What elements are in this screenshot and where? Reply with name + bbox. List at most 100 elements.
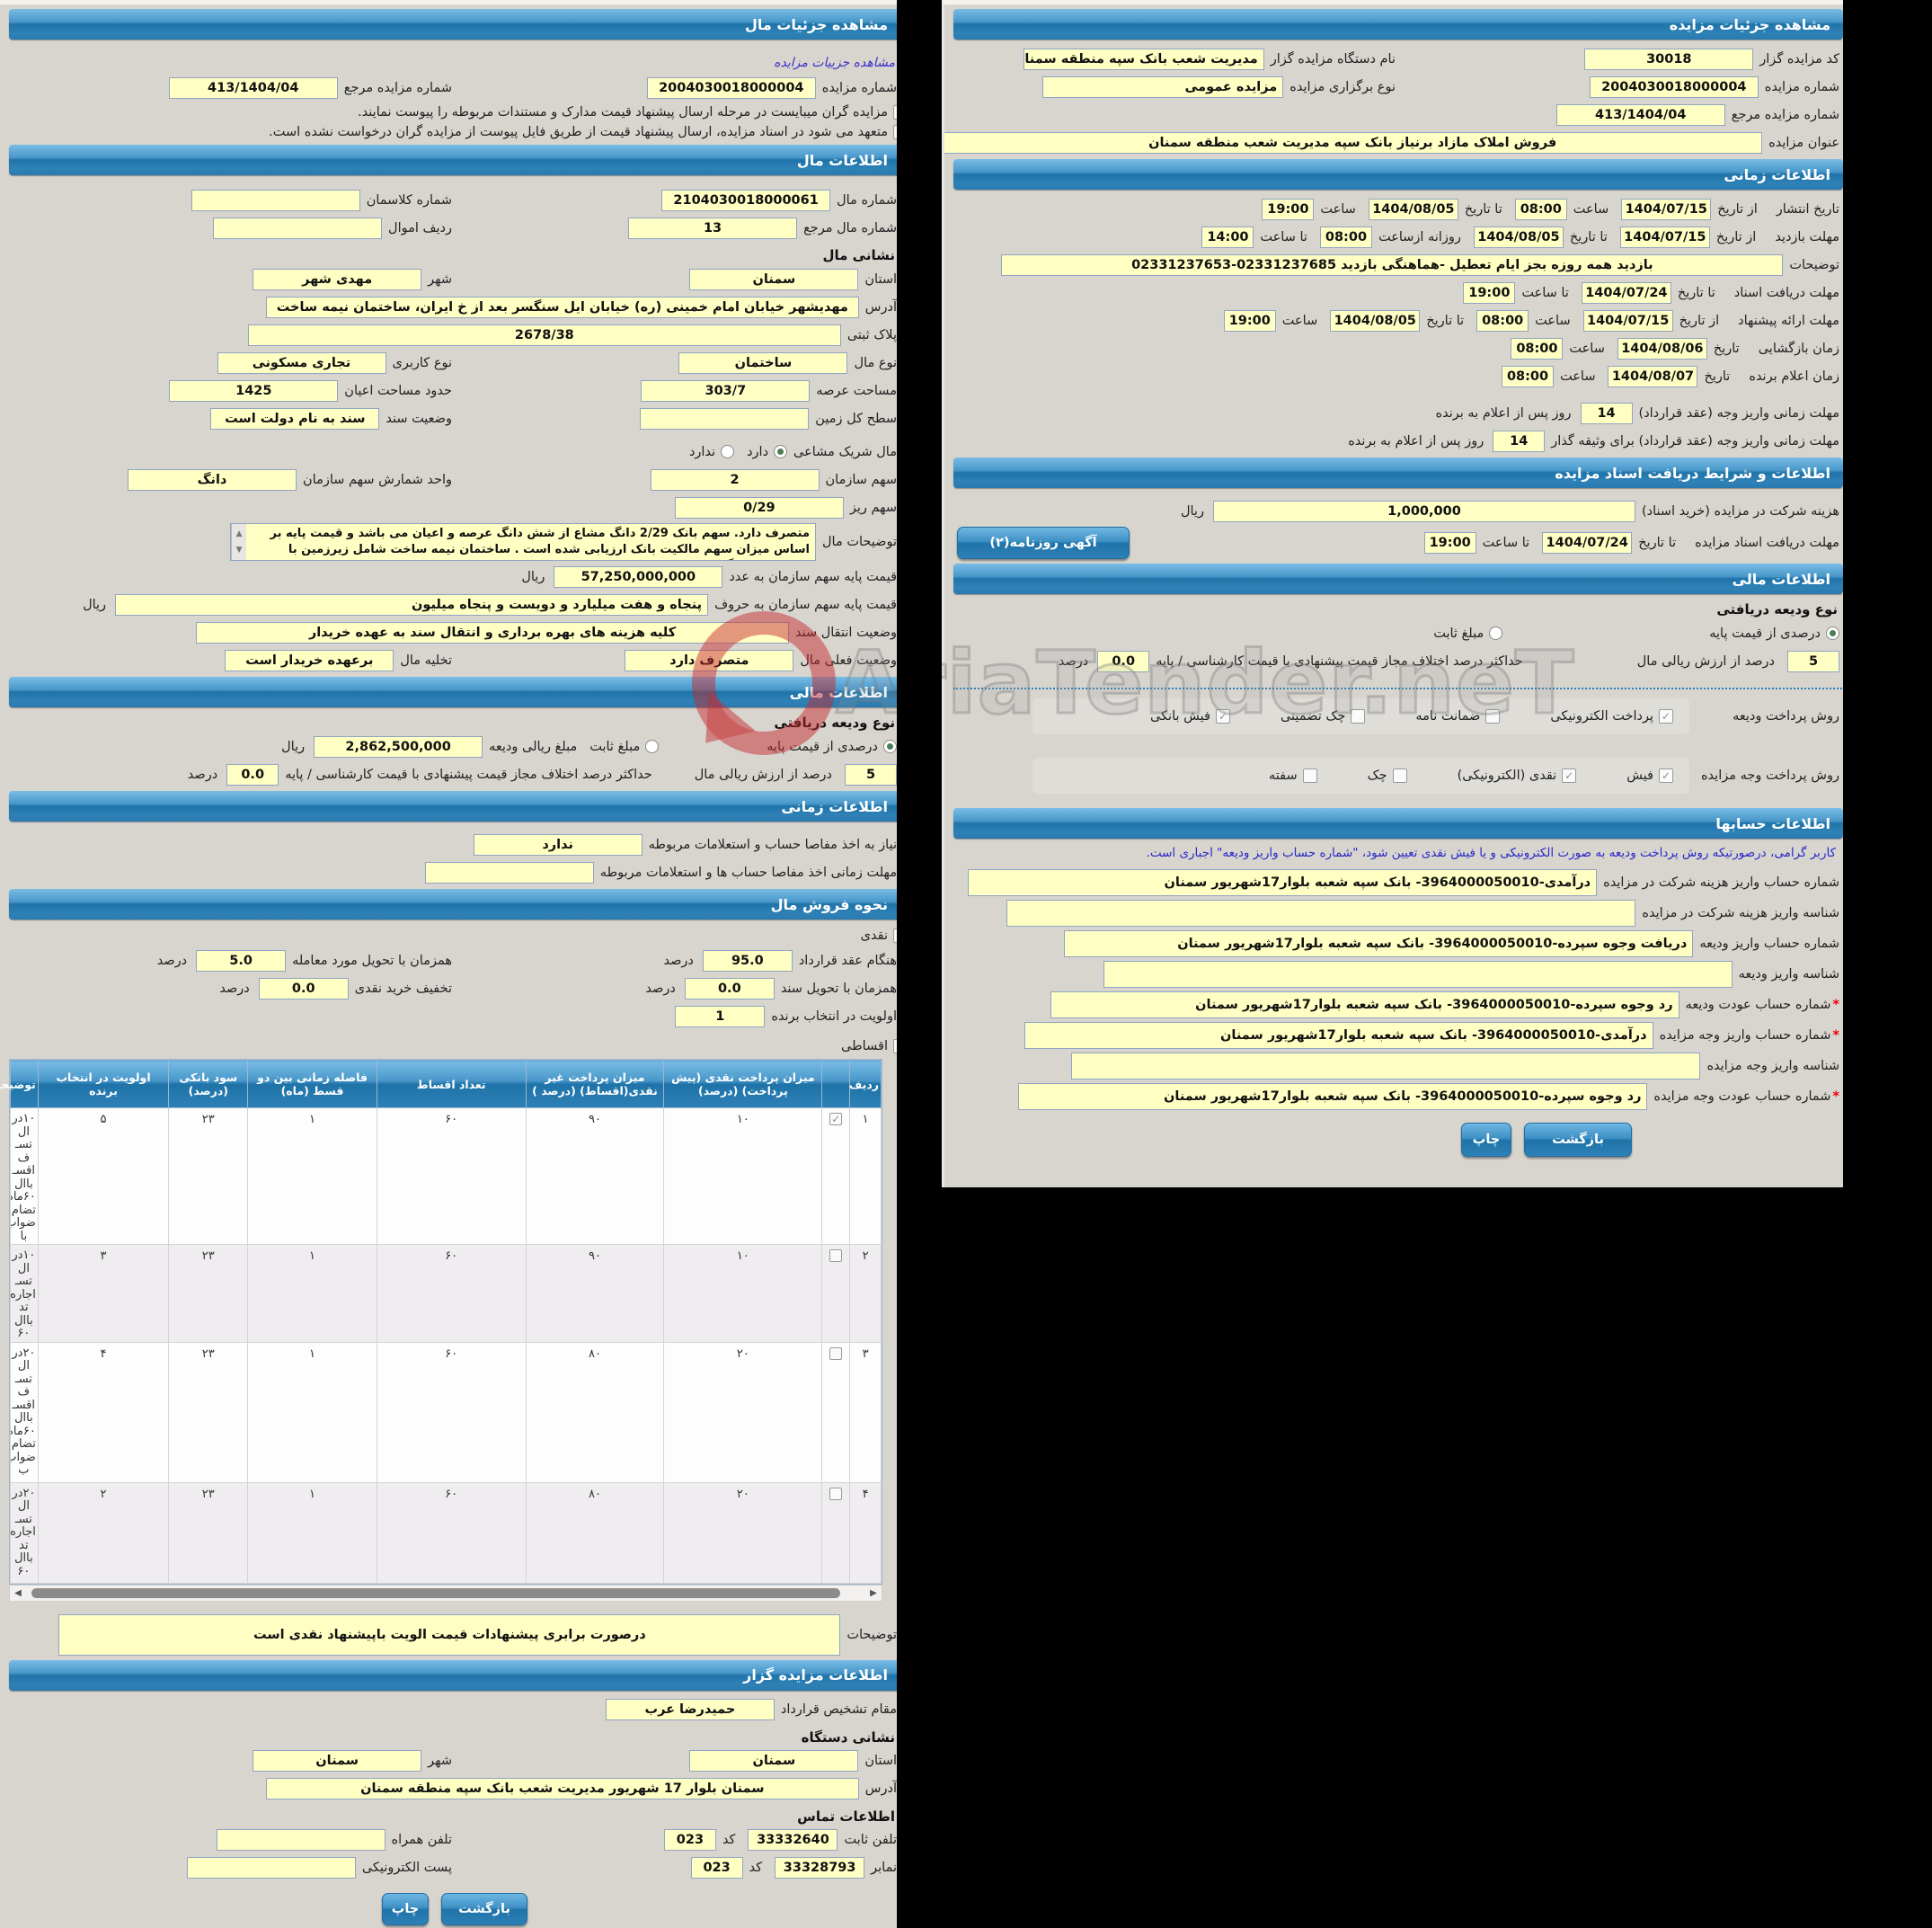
asset-row-field[interactable] bbox=[213, 217, 383, 239]
attach-docs-checkbox[interactable] bbox=[893, 105, 897, 120]
deposit-percent-field[interactable]: 5 bbox=[845, 763, 897, 786]
publish-from-field[interactable]: 1404/07/15 bbox=[1621, 198, 1712, 220]
total-land-field[interactable] bbox=[640, 407, 810, 430]
fee-field[interactable]: 1,000,000 bbox=[1212, 500, 1635, 522]
newspaper-ad-button[interactable]: آگهی روزنامه(۲) bbox=[957, 527, 1130, 559]
auction-number-field[interactable]: 2004030018000004 bbox=[1589, 76, 1759, 98]
deposit-return-account-field[interactable]: رد وجوه سپرده-3964000050010- بانک سپه شع… bbox=[1050, 991, 1679, 1018]
current-status-field[interactable]: متصرف دارد bbox=[625, 649, 794, 671]
auction-code-field[interactable]: 30018 bbox=[1584, 48, 1754, 70]
back-button[interactable]: بازگشت bbox=[441, 1892, 527, 1925]
scrollbar-thumb[interactable] bbox=[31, 1587, 840, 1598]
row-select-checkbox[interactable] bbox=[829, 1487, 843, 1500]
winner-priority-field[interactable]: 1 bbox=[675, 1005, 766, 1027]
docs-receive-to-field[interactable]: 1404/07/24 bbox=[1542, 532, 1633, 554]
city-field[interactable]: مهدی شهر bbox=[253, 268, 422, 290]
phone-field[interactable]: 33332640 bbox=[748, 1829, 838, 1851]
classification-field[interactable] bbox=[191, 189, 360, 211]
offer-from-field[interactable]: 1404/07/15 bbox=[1582, 309, 1673, 332]
joint-owner-yes-radio[interactable] bbox=[774, 445, 788, 458]
scroll-left-icon[interactable]: ◀ bbox=[14, 1587, 22, 1598]
textarea-scrollbar[interactable]: ▲ ▼ bbox=[231, 524, 247, 560]
auction-ref-field[interactable]: 413/1404/04 bbox=[168, 76, 338, 99]
visit-to-field[interactable]: 1404/08/05 bbox=[1473, 226, 1564, 248]
auction-payment-account-field[interactable]: درآمدی-3964000050010- بانک سپه شعبه بلوا… bbox=[1024, 1022, 1653, 1049]
deposit-account-field[interactable]: دریافت وجوه سپرده-3964000050010- بانک سپ… bbox=[1064, 930, 1694, 957]
base-price-number-field[interactable]: 57,250,000,000 bbox=[554, 565, 723, 588]
property-ref-field[interactable]: 13 bbox=[628, 217, 798, 239]
winner-hour-field[interactable]: 08:00 bbox=[1502, 365, 1555, 387]
installment-sale-checkbox[interactable] bbox=[893, 1039, 897, 1053]
mobile-field[interactable] bbox=[216, 1829, 386, 1851]
publish-to-field[interactable]: 1404/08/05 bbox=[1368, 198, 1458, 220]
fixed-amount-radio[interactable] bbox=[1489, 626, 1503, 640]
deposit-id-field[interactable] bbox=[1103, 961, 1733, 988]
visit-hour2-field[interactable]: 14:00 bbox=[1201, 226, 1254, 248]
receipt-checkbox[interactable] bbox=[1659, 769, 1673, 783]
deed-transfer-field[interactable]: کلیه هزینه های بهره برداری و انتقال سند … bbox=[195, 621, 789, 644]
province-field[interactable]: سمنان bbox=[689, 268, 859, 290]
org-province-field[interactable]: سمنان bbox=[689, 1750, 859, 1772]
at-delivery-field[interactable]: 5.0 bbox=[196, 949, 287, 972]
opening-date-field[interactable]: 1404/08/06 bbox=[1617, 337, 1707, 360]
offer-from-hour-field[interactable]: 08:00 bbox=[1476, 309, 1529, 332]
visit-from-field[interactable]: 1404/07/15 bbox=[1619, 226, 1710, 248]
deposit-percent-field[interactable]: 5 bbox=[1787, 650, 1839, 672]
evacuation-field[interactable]: برعهده خریدار است bbox=[225, 649, 394, 671]
scroll-up-icon[interactable]: ▲ bbox=[235, 529, 243, 538]
percent-of-base-radio[interactable] bbox=[883, 740, 897, 753]
docs-to-field[interactable]: 1404/07/24 bbox=[1581, 281, 1671, 304]
auction-number-field[interactable]: 2004030018000004 bbox=[646, 76, 816, 99]
auction-return-account-field[interactable]: رد وجوه سپرده-3964000050010- بانک سپه شع… bbox=[1018, 1083, 1648, 1110]
share-unit-field[interactable]: دانگ bbox=[128, 468, 297, 491]
percent-of-base-radio[interactable] bbox=[1826, 626, 1839, 640]
bank-receipt-checkbox[interactable] bbox=[1215, 709, 1230, 724]
email-field[interactable] bbox=[186, 1857, 356, 1879]
org-address-field[interactable]: سمنان بلوار 17 شهریور مدیریت شعب بانک سپ… bbox=[265, 1778, 859, 1799]
auction-title-field[interactable]: فروش املاک مازاد برنیاز بانک سپه مدیریت … bbox=[944, 131, 1763, 154]
row-select-checkbox[interactable] bbox=[829, 1113, 843, 1125]
publish-from-hour-field[interactable]: 08:00 bbox=[1514, 198, 1567, 220]
row-select-checkbox[interactable] bbox=[829, 1346, 843, 1360]
back-button[interactable]: بازگشت bbox=[1524, 1123, 1632, 1157]
property-type-field[interactable]: ساختمان bbox=[678, 351, 848, 374]
fee-deposit-account-field[interactable]: درآمدی-3964000050010- بانک سپه شعبه بلوا… bbox=[968, 869, 1598, 896]
fax-code-field[interactable]: 023 bbox=[690, 1857, 743, 1879]
opening-hour-field[interactable]: 08:00 bbox=[1511, 337, 1564, 360]
property-number-field[interactable]: 2104030018000061 bbox=[661, 189, 831, 211]
clearance-field[interactable]: ندارد bbox=[473, 833, 643, 856]
contract-authority-field[interactable]: حمیدرضا عرب bbox=[605, 1699, 775, 1720]
fee-deposit-id-field[interactable] bbox=[1006, 900, 1636, 927]
building-area-field[interactable]: 1425 bbox=[169, 379, 339, 402]
payment-deadline2-field[interactable]: 14 bbox=[1493, 430, 1546, 452]
print-button[interactable]: چاپ bbox=[1461, 1123, 1511, 1157]
offer-to-field[interactable]: 1404/08/05 bbox=[1330, 309, 1421, 332]
auction-type-field[interactable]: مزایده عمومی bbox=[1042, 76, 1284, 98]
payment-deadline1-field[interactable]: 14 bbox=[1580, 402, 1633, 424]
maxdiff-field[interactable]: 0.0 bbox=[226, 763, 279, 786]
at-contract-field[interactable]: 95.0 bbox=[702, 949, 793, 972]
fax-field[interactable]: 33328793 bbox=[775, 1857, 865, 1879]
auction-ref-field[interactable]: 413/1404/04 bbox=[1555, 103, 1725, 126]
promissory-checkbox[interactable] bbox=[1302, 769, 1317, 783]
docs-to-hour-field[interactable]: 19:00 bbox=[1463, 281, 1516, 304]
fixed-amount-radio[interactable] bbox=[645, 740, 660, 753]
usage-type-field[interactable]: تجاری مسکونی bbox=[217, 351, 386, 374]
offer-to-hour-field[interactable]: 19:00 bbox=[1223, 309, 1276, 332]
cash-discount-field[interactable]: 0.0 bbox=[258, 977, 349, 1000]
winner-date-field[interactable]: 1404/08/07 bbox=[1608, 365, 1698, 387]
land-area-field[interactable]: 303/7 bbox=[641, 379, 811, 402]
check-checkbox[interactable] bbox=[1392, 769, 1407, 783]
row-select-checkbox[interactable] bbox=[829, 1249, 843, 1262]
maxdiff-field[interactable]: 0.0 bbox=[1097, 650, 1150, 672]
at-deed-field[interactable]: 0.0 bbox=[684, 977, 775, 1000]
sale-note-field[interactable]: درصورت برابری پیشنهادات قیمت الویت باپیش… bbox=[58, 1613, 841, 1656]
print-button[interactable]: چاپ bbox=[382, 1892, 429, 1925]
cash-sale-checkbox[interactable] bbox=[893, 928, 897, 943]
visit-hour1-field[interactable]: 08:00 bbox=[1319, 226, 1372, 248]
sub-share-field[interactable]: 0/29 bbox=[674, 496, 844, 519]
docs-receive-hour-field[interactable]: 19:00 bbox=[1423, 532, 1476, 554]
deed-status-field[interactable]: سند به نام دولت است bbox=[210, 407, 380, 430]
joint-owner-no-radio[interactable] bbox=[721, 445, 735, 458]
address-field[interactable]: مهدیشهر خیابان امام خمینی (ره) خیابان ای… bbox=[265, 296, 859, 318]
